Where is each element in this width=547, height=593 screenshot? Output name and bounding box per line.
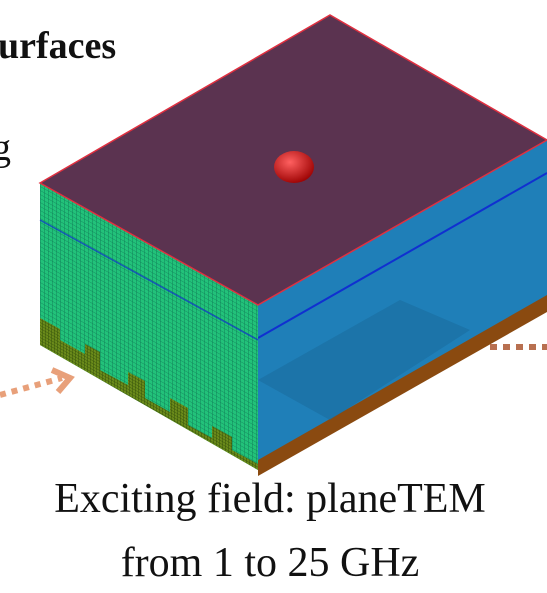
dome: [274, 151, 314, 183]
label-fragment: urfaces: [0, 25, 116, 67]
caption-line: Exciting field: planeTEM: [54, 476, 486, 522]
label-fragment: g: [0, 127, 11, 169]
caption-line: from 1 to 25 GHz: [121, 540, 420, 586]
screenshot: urfaces g Exciting field: planeTEM from …: [0, 0, 547, 593]
arrow: [0, 378, 62, 395]
